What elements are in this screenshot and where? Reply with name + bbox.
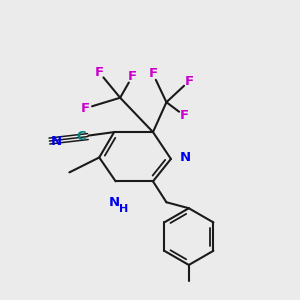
Text: N: N — [109, 196, 120, 209]
Text: N: N — [180, 151, 191, 164]
Text: H: H — [119, 204, 129, 214]
Text: F: F — [184, 75, 194, 88]
Text: F: F — [148, 68, 158, 80]
Text: C: C — [76, 130, 86, 143]
Text: F: F — [95, 66, 104, 79]
Text: F: F — [81, 102, 90, 115]
Text: F: F — [180, 109, 189, 122]
Text: N: N — [50, 134, 62, 148]
Text: F: F — [128, 70, 136, 83]
